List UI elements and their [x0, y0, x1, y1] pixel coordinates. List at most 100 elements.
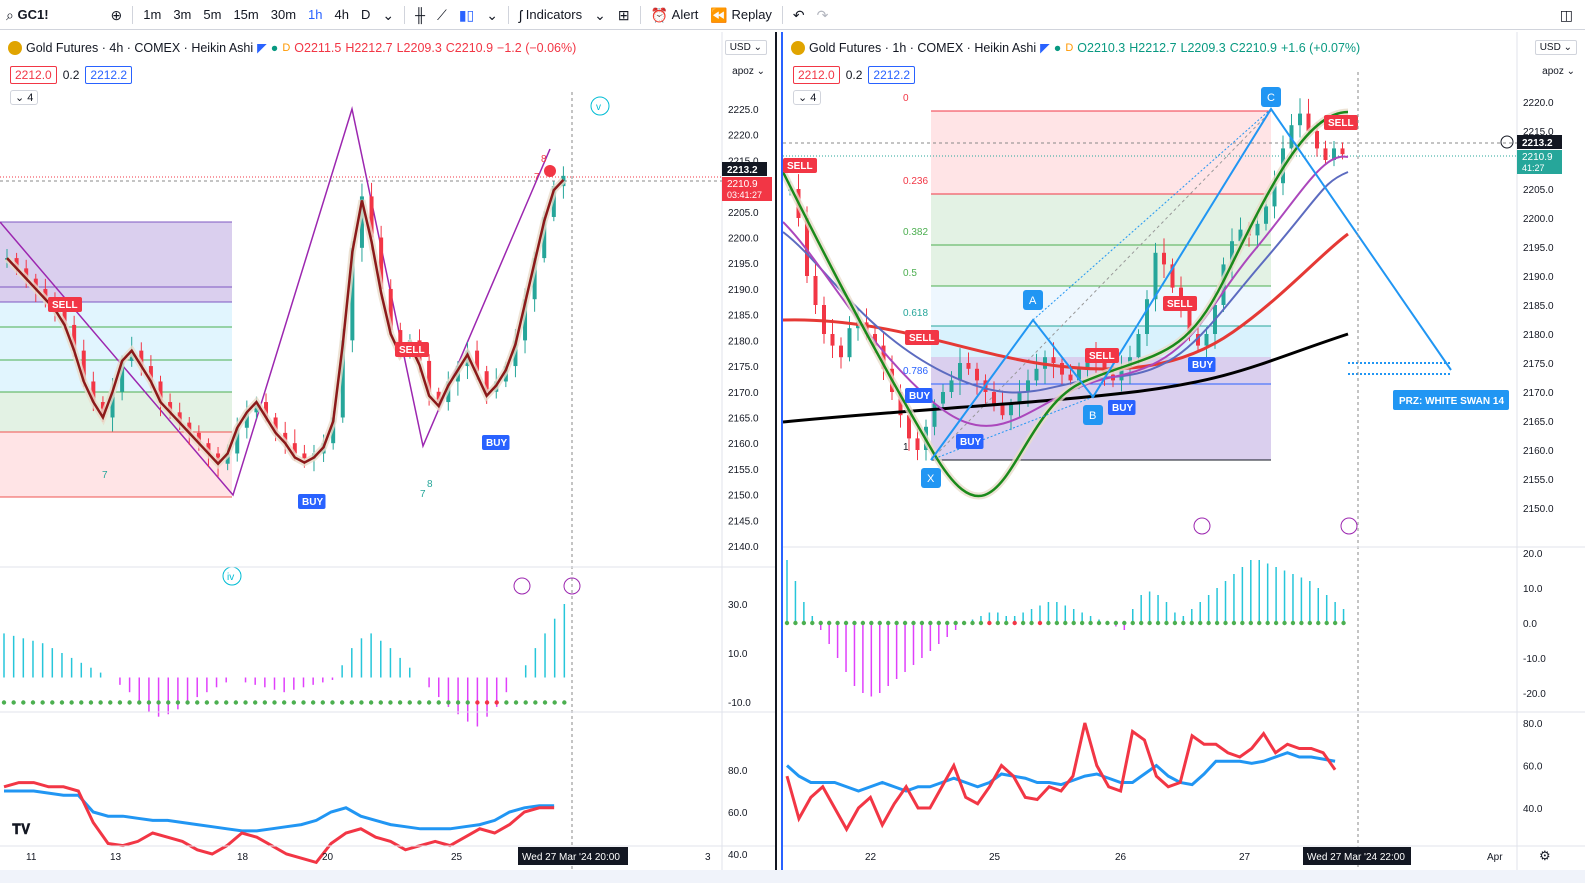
osc-dot — [50, 700, 55, 705]
candle — [43, 288, 48, 300]
sell-signal: SELL — [909, 333, 935, 344]
td-count: 7 — [102, 470, 108, 481]
candle — [915, 438, 920, 450]
last-price-badge-bg — [1517, 135, 1562, 149]
buy-price-button[interactable]: 2212.2 — [85, 66, 133, 84]
candle — [1340, 148, 1345, 155]
osc-dot — [1248, 620, 1254, 626]
prz-label: PRZ: WHITE SWAN 14 — [1399, 396, 1504, 407]
osc-dot — [436, 700, 441, 705]
tf-5m[interactable]: 5m — [203, 7, 222, 22]
osc-dot — [455, 700, 461, 705]
ohlc-open: O2211.5 — [294, 40, 342, 55]
alert-button[interactable]: ⏰ Alert — [650, 6, 699, 23]
osc-dot — [894, 620, 899, 626]
candle — [158, 381, 163, 403]
buy-price-button[interactable]: 2212.2 — [868, 66, 916, 84]
pattern-point: X — [927, 473, 935, 485]
osc-dot — [953, 620, 958, 626]
ohlc-open: O2210.3 — [1077, 40, 1126, 55]
indicators-collapse-button[interactable]: ⌄ 4 — [10, 90, 39, 105]
spread-value: 0.2 — [62, 68, 80, 82]
candle — [1009, 403, 1013, 416]
candle — [244, 412, 249, 428]
buy-signal-bg — [298, 494, 326, 509]
chart-type-dropdown[interactable]: ⌄ — [480, 0, 504, 30]
drawing-button[interactable]: ⟋ — [431, 0, 453, 30]
tf-1m[interactable]: 1m — [143, 7, 162, 22]
osc-dot — [378, 700, 383, 705]
date-tick: 18 — [237, 852, 249, 863]
candle — [1017, 392, 1022, 404]
heikin-button[interactable]: ▮▯ — [453, 0, 480, 30]
candle — [532, 258, 537, 300]
undo-button[interactable]: ↶ — [787, 0, 811, 30]
undo-icon: ↶ — [792, 6, 805, 23]
tf-30m[interactable]: 30m — [270, 7, 297, 22]
chevron-down-icon: ⌄ — [594, 6, 606, 23]
panel-toggle-button[interactable]: ◫ — [1554, 0, 1579, 30]
osc-dot — [513, 700, 519, 705]
redo-button[interactable]: ↷ — [811, 0, 835, 30]
chart-pane-right[interactable]: 2220.02215.02210.02205.02200.02195.02190… — [781, 32, 1585, 870]
rsi-tick: 80.0 — [1523, 719, 1543, 730]
osc-dot — [252, 700, 258, 705]
chart-pane-left[interactable]: 2225.02220.02215.02210.02205.02200.02195… — [0, 32, 777, 870]
osc-dot — [504, 700, 509, 705]
indicators-icon: ʃ — [519, 6, 523, 23]
osc-dot — [852, 620, 857, 626]
sell-signal-bg — [1163, 296, 1197, 311]
tf-15m[interactable]: 15m — [233, 7, 259, 22]
osc-dot — [175, 700, 181, 705]
add-alert-icon[interactable] — [1500, 135, 1514, 149]
scale-mode-select[interactable]: apoz ⌄ — [1542, 66, 1575, 77]
candle — [1026, 380, 1030, 392]
tf-d[interactable]: D — [360, 7, 371, 22]
chart-canvas-right[interactable]: 2220.02215.02210.02205.02200.02195.02190… — [783, 32, 1585, 870]
osc-dot — [784, 620, 790, 626]
compare-button[interactable]: ⊕ — [105, 0, 129, 30]
osc-dot — [407, 700, 412, 705]
sell-price-button[interactable]: 2212.0 — [793, 66, 840, 84]
osc-dot — [1012, 620, 1017, 626]
candle — [1000, 403, 1005, 416]
wave-v-circle — [590, 96, 610, 116]
indicators-collapse-button[interactable]: ⌄ 4 — [793, 90, 822, 105]
candle-type-button[interactable]: ╫ — [409, 0, 431, 30]
sell-signal-bg — [1085, 348, 1119, 363]
symbol-search[interactable]: ⌕ GC1! — [6, 6, 49, 23]
osc-dot — [1223, 620, 1228, 626]
spread-value: 0.2 — [845, 68, 863, 82]
countdown-badge: 41:27 — [1522, 163, 1545, 173]
last-price-badge: 2213.2 — [727, 165, 758, 176]
date-tick: 25 — [451, 852, 463, 863]
current-price-badge: 2210.9 — [1522, 152, 1553, 163]
currency-select[interactable]: USD ⌄ — [1534, 40, 1577, 55]
indicators-button[interactable]: ʃ Indicators — [519, 6, 583, 23]
tf-dropdown[interactable]: ⌄ — [376, 0, 400, 30]
status-dot-icon: ● — [1053, 40, 1062, 55]
osc-dot — [562, 700, 567, 705]
osc-dot — [494, 700, 499, 705]
osc-tick: 10.0 — [728, 649, 748, 660]
osc-dot — [1147, 620, 1152, 626]
sell-price-button[interactable]: 2212.0 — [10, 66, 57, 84]
tradingview-logo: 𝐓𝐕 — [12, 821, 31, 837]
tf-1h[interactable]: 1h — [308, 7, 323, 22]
layout-button[interactable]: ⊞ — [612, 0, 636, 30]
currency-select[interactable]: USD ⌄ — [724, 40, 767, 55]
replay-button[interactable]: ⏪ Replay — [710, 6, 772, 23]
price-tick: 2185.0 — [728, 311, 759, 322]
scale-mode-select[interactable]: apoz ⌄ — [732, 66, 765, 77]
top-toolbar: ⌕ GC1! ⊕ 1m 3m 5m 15m 30m 1h 4h D ⌄ ╫ ⟋ … — [0, 0, 1585, 30]
osc-dot — [417, 700, 422, 705]
chart-canvas-left[interactable]: 2225.02220.02215.02210.02205.02200.02195… — [0, 32, 777, 870]
indicators-dropdown[interactable]: ⌄ — [588, 0, 612, 30]
candle — [110, 391, 115, 418]
tf-3m[interactable]: 3m — [173, 7, 192, 22]
tf-4h[interactable]: 4h — [334, 7, 349, 22]
candle — [907, 415, 911, 439]
replay-marker-icon — [1193, 517, 1211, 535]
rsi-tick: 60.0 — [1523, 762, 1543, 773]
candle — [975, 368, 979, 381]
